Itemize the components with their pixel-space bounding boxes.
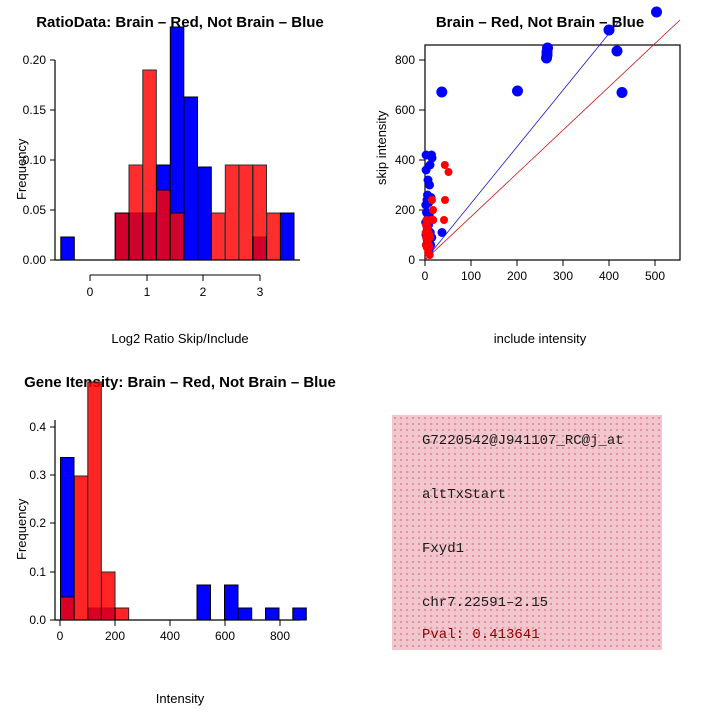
svg-text:200: 200 bbox=[395, 203, 415, 217]
svg-text:400: 400 bbox=[599, 269, 619, 283]
hist1-ylabel: Frequency bbox=[14, 139, 29, 200]
geneintensity-chart-svg: 0.0 0.1 0.2 0.3 0.4 0 200 400 600 800 bbox=[0, 360, 360, 720]
svg-text:0.1: 0.1 bbox=[29, 565, 46, 579]
geneinfo-probeset-id: G7220542@J941107_RC@j_at bbox=[422, 433, 624, 449]
hist2-bars bbox=[61, 382, 307, 620]
svg-text:0: 0 bbox=[87, 285, 94, 299]
scatter-xaxis-ticks: 0 100 200 300 400 500 bbox=[422, 260, 666, 283]
red-regression-line bbox=[425, 20, 680, 260]
geneinfo-genename: Fxyd1 bbox=[422, 541, 464, 557]
svg-text:800: 800 bbox=[395, 53, 415, 67]
svg-text:300: 300 bbox=[553, 269, 573, 283]
geneinfo-location: chr7.22591–2.15 bbox=[422, 595, 548, 611]
svg-text:600: 600 bbox=[215, 629, 235, 643]
svg-text:0.20: 0.20 bbox=[23, 53, 47, 67]
hist2-xlabel: Intensity bbox=[0, 691, 360, 706]
svg-text:0: 0 bbox=[422, 269, 429, 283]
scatter-ylabel: skip intensity bbox=[374, 111, 389, 185]
scatter-yaxis-ticks: 0 200 400 600 800 bbox=[395, 53, 425, 267]
svg-text:600: 600 bbox=[395, 103, 415, 117]
svg-text:0.4: 0.4 bbox=[29, 420, 46, 434]
svg-text:0.00: 0.00 bbox=[23, 253, 47, 267]
svg-text:100: 100 bbox=[461, 269, 481, 283]
svg-text:0: 0 bbox=[408, 253, 415, 267]
scatter-xlabel: include intensity bbox=[360, 331, 720, 346]
svg-text:200: 200 bbox=[105, 629, 125, 643]
svg-text:0: 0 bbox=[57, 629, 64, 643]
svg-text:800: 800 bbox=[270, 629, 290, 643]
svg-text:0.2: 0.2 bbox=[29, 516, 46, 530]
ratiodata-histogram-panel: RatioData: Brain – Red, Not Brain – Blue… bbox=[0, 0, 360, 360]
svg-text:0.05: 0.05 bbox=[23, 203, 47, 217]
hist1-xaxis-ticks: 0 1 2 3 bbox=[87, 275, 264, 299]
svg-text:0.15: 0.15 bbox=[23, 103, 47, 117]
hist1-xlabel: Log2 Ratio Skip/Include bbox=[0, 331, 360, 346]
hist1-bars bbox=[61, 27, 294, 260]
geneinfo-pval: Pval: 0.413641 bbox=[422, 627, 540, 643]
ratiodata-chart-svg: 0.00 0.05 0.10 0.15 0.20 0 1 2 3 bbox=[0, 0, 360, 360]
svg-text:0.0: 0.0 bbox=[29, 613, 46, 627]
geneinfo-panel: G7220542@J941107_RC@j_at altTxStart Fxyd… bbox=[360, 360, 720, 720]
svg-text:0.3: 0.3 bbox=[29, 468, 46, 482]
svg-text:2: 2 bbox=[200, 285, 207, 299]
geneinfo-box: G7220542@J941107_RC@j_at altTxStart Fxyd… bbox=[392, 415, 662, 650]
svg-text:1: 1 bbox=[144, 285, 151, 299]
geneinfo-alttxstart: altTxStart bbox=[422, 487, 506, 503]
svg-text:400: 400 bbox=[395, 153, 415, 167]
scatter-chart-svg: 0 200 400 600 800 0 100 200 300 400 500 bbox=[360, 0, 720, 360]
hist2-ylabel: Frequency bbox=[14, 499, 29, 560]
scatter-panel: Brain – Red, Not Brain – Blue 0 200 400 … bbox=[360, 0, 720, 360]
scatter-blue-points bbox=[421, 7, 662, 255]
svg-text:200: 200 bbox=[507, 269, 527, 283]
geneintensity-histogram-panel: Gene Itensity: Brain – Red, Not Brain – … bbox=[0, 360, 360, 720]
blue-regression-line bbox=[425, 20, 620, 260]
svg-text:3: 3 bbox=[257, 285, 264, 299]
svg-text:500: 500 bbox=[645, 269, 665, 283]
hist2-xaxis-ticks: 0 200 400 600 800 bbox=[57, 620, 291, 643]
svg-text:400: 400 bbox=[160, 629, 180, 643]
hist2-yaxis-ticks: 0.0 0.1 0.2 0.3 0.4 bbox=[29, 420, 55, 627]
